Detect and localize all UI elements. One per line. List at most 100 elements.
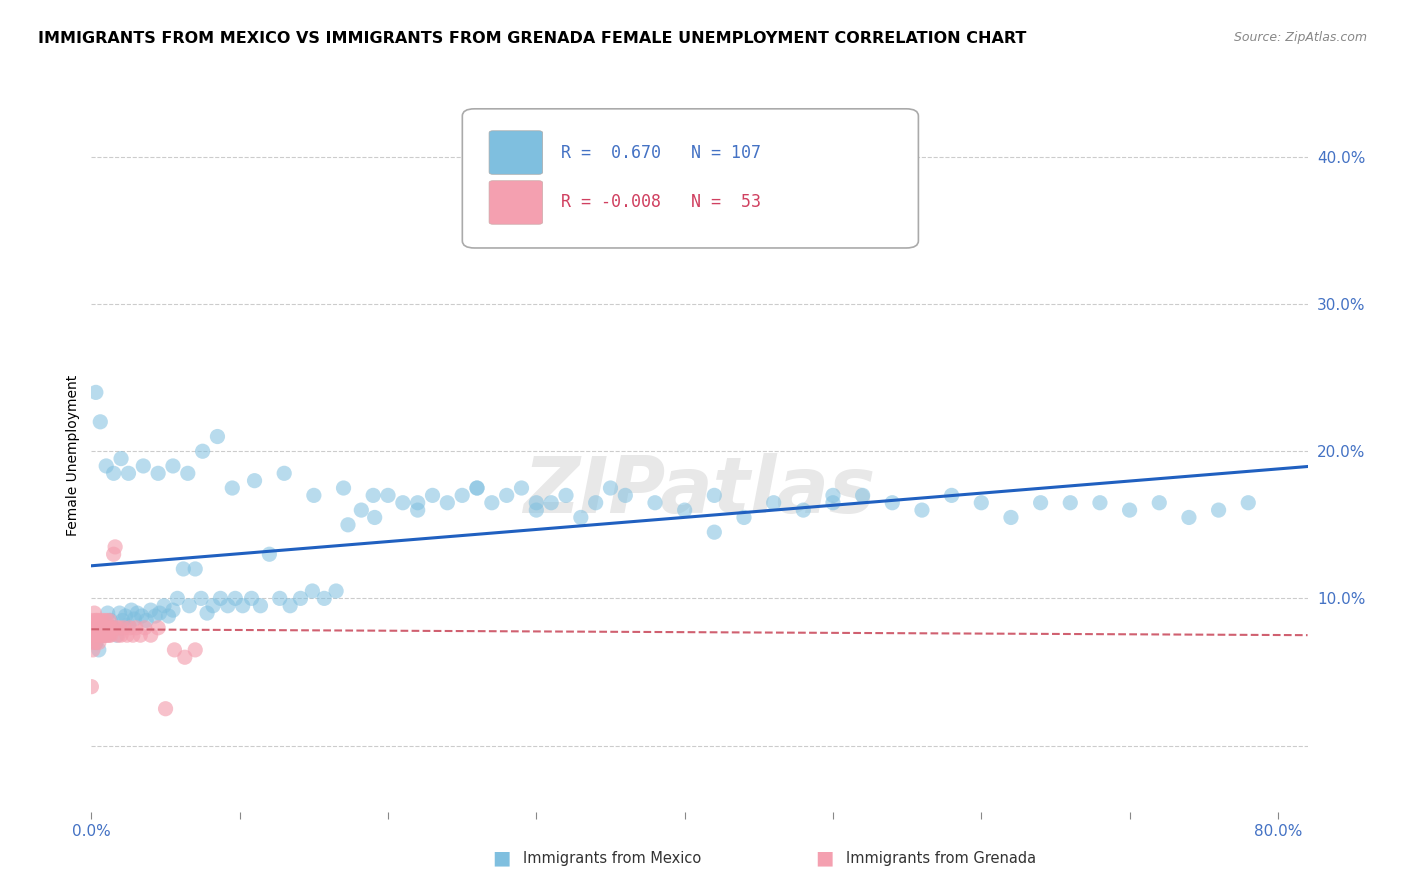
Point xyxy=(821,488,844,502)
Point xyxy=(436,496,458,510)
Point xyxy=(273,467,295,481)
Point xyxy=(83,621,105,635)
Point xyxy=(249,599,271,613)
Point xyxy=(91,614,114,628)
Point xyxy=(184,562,207,576)
Point xyxy=(290,591,312,606)
Point xyxy=(96,614,118,628)
Point xyxy=(105,621,128,635)
Text: R = -0.008   N =  53: R = -0.008 N = 53 xyxy=(561,194,761,211)
Point xyxy=(84,628,107,642)
Point xyxy=(89,415,111,429)
Point xyxy=(481,496,503,510)
Point xyxy=(93,621,115,635)
Point xyxy=(93,628,115,642)
Point xyxy=(84,614,107,628)
Point xyxy=(90,621,112,635)
Point xyxy=(911,503,934,517)
Point xyxy=(90,628,112,642)
Point xyxy=(1149,496,1171,510)
Point xyxy=(87,628,110,642)
Point xyxy=(363,510,385,524)
Point xyxy=(108,621,131,635)
Point xyxy=(153,599,176,613)
Point xyxy=(524,496,547,510)
Point xyxy=(87,635,110,649)
Point xyxy=(314,591,336,606)
Point xyxy=(941,488,963,502)
Point xyxy=(278,599,301,613)
Point xyxy=(86,614,108,628)
Point xyxy=(302,488,325,502)
Point xyxy=(1118,503,1140,517)
Point xyxy=(224,591,246,606)
Point xyxy=(422,488,444,502)
Point xyxy=(93,628,115,642)
Point xyxy=(100,614,122,628)
Point xyxy=(110,451,132,466)
Point xyxy=(350,503,373,517)
Point xyxy=(177,467,200,481)
Point xyxy=(1000,510,1022,524)
Point xyxy=(361,488,384,502)
Point xyxy=(510,481,533,495)
Point xyxy=(115,628,138,642)
Point xyxy=(110,628,132,642)
Point xyxy=(146,621,169,635)
Point xyxy=(163,643,186,657)
Point xyxy=(103,621,125,635)
Point xyxy=(146,467,169,481)
Text: Immigrants from Grenada: Immigrants from Grenada xyxy=(846,851,1036,865)
Point xyxy=(465,481,488,495)
Point xyxy=(97,621,120,635)
Point xyxy=(129,628,152,642)
Point xyxy=(179,599,201,613)
Point xyxy=(644,496,666,510)
Point xyxy=(132,458,155,473)
Point xyxy=(377,488,399,502)
Text: ■: ■ xyxy=(815,848,834,868)
Point xyxy=(107,628,129,642)
Point xyxy=(120,603,142,617)
Point xyxy=(703,525,725,540)
Point xyxy=(117,467,139,481)
Point xyxy=(332,481,354,495)
Point xyxy=(103,467,125,481)
Point xyxy=(97,628,120,642)
Point xyxy=(495,488,517,502)
Point xyxy=(103,547,125,561)
FancyBboxPatch shape xyxy=(489,181,543,224)
Point xyxy=(301,584,323,599)
Point xyxy=(97,606,120,620)
Text: Immigrants from Mexico: Immigrants from Mexico xyxy=(523,851,702,865)
Point xyxy=(100,628,122,642)
Point xyxy=(1029,496,1052,510)
Point xyxy=(118,621,141,635)
Point xyxy=(87,643,110,657)
Point xyxy=(90,621,112,635)
Point xyxy=(243,474,266,488)
Point xyxy=(970,496,993,510)
Point xyxy=(821,496,844,510)
Point xyxy=(762,496,785,510)
Text: ZIPatlas: ZIPatlas xyxy=(523,452,876,529)
Point xyxy=(82,614,104,628)
Point xyxy=(392,496,415,510)
Point xyxy=(86,621,108,635)
Point xyxy=(673,503,696,517)
Point xyxy=(80,628,103,642)
Point xyxy=(465,481,488,495)
Point xyxy=(98,628,121,642)
Point xyxy=(569,510,592,524)
Point xyxy=(87,621,110,635)
Point xyxy=(131,609,153,624)
Point xyxy=(406,503,429,517)
Point xyxy=(114,609,136,624)
Point xyxy=(82,643,104,657)
Text: Source: ZipAtlas.com: Source: ZipAtlas.com xyxy=(1233,31,1367,45)
Point xyxy=(83,606,105,620)
Point xyxy=(84,635,107,649)
Point xyxy=(232,599,254,613)
Point xyxy=(84,635,107,649)
Point xyxy=(91,628,114,642)
